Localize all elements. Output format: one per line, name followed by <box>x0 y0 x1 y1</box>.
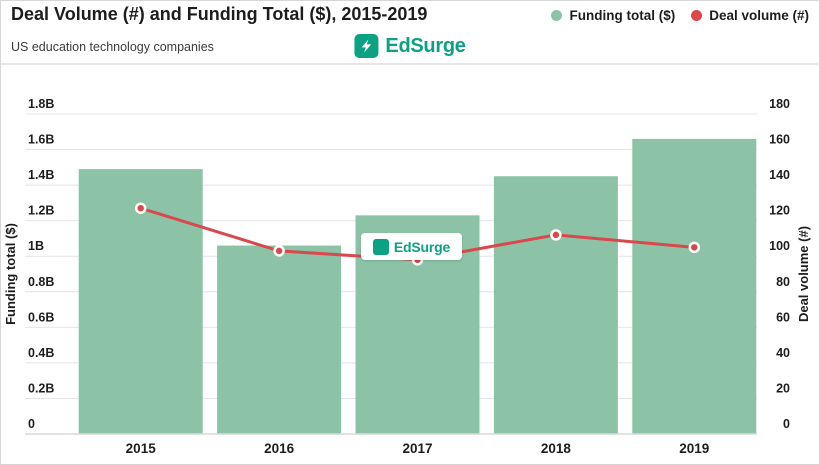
funding-bar-2019[interactable] <box>632 138 757 434</box>
right-axis-tick: 180 <box>769 97 790 111</box>
left-axis-tick: 0.2B <box>28 381 54 395</box>
chart-title: Deal Volume (#) and Funding Total ($), 2… <box>11 4 428 24</box>
deal-legend-dot-icon <box>691 10 703 21</box>
left-axis-tick: 0 <box>28 417 35 431</box>
funding-bar-2018[interactable] <box>493 176 618 434</box>
chart-subtitle: US education technology companies <box>11 40 214 54</box>
legend: Funding total ($) Deal volume (#) <box>551 8 809 23</box>
left-axis-tick: 1.6B <box>28 133 54 147</box>
left-axis-title: Funding total ($) <box>3 223 18 325</box>
edsurge-wordmark: EdSurge <box>385 34 466 57</box>
right-axis-tick: 100 <box>769 239 790 253</box>
edsurge-logo: EdSurge <box>354 34 466 58</box>
left-axis-tick: 1.4B <box>28 168 54 182</box>
chart-canvas: 1.8B 180 1.6B 160 1.4B 140 1.2B 120 1B 100 0.8B 80 0… <box>1 66 819 464</box>
deal-point-2019[interactable] <box>688 241 701 254</box>
deal-point-2016[interactable] <box>273 245 285 257</box>
edsurge-wordmark: EdSurge <box>393 238 451 255</box>
header-divider <box>1 63 819 65</box>
left-axis-tick: 1.2B <box>28 204 54 218</box>
legend-item-funding: Funding total ($) <box>551 8 675 23</box>
lightning-bolt-icon <box>363 233 389 255</box>
x-axis-label: 2019 <box>679 441 709 456</box>
legend-deals-label: Deal volume (#) <box>709 8 809 23</box>
funding-bar-2016[interactable] <box>217 245 342 434</box>
lightning-bolt-icon <box>354 34 379 58</box>
left-axis-tick: 0.4B <box>28 346 54 360</box>
right-axis-tick: 160 <box>769 133 790 147</box>
left-axis-tick: 1.8B <box>28 97 54 111</box>
x-axis-label: 2017 <box>402 441 432 456</box>
deal-point-2015[interactable] <box>134 202 147 214</box>
legend-item-deals: Deal volume (#) <box>691 8 809 23</box>
deal-point-2018[interactable] <box>550 229 562 241</box>
funding-legend-dot-icon <box>551 10 563 21</box>
x-axis-label: 2018 <box>541 441 572 456</box>
right-axis-tick: 0 <box>783 417 790 431</box>
right-axis-tick: 20 <box>776 381 790 395</box>
right-axis-tick: 120 <box>769 204 790 218</box>
right-axis-tick: 80 <box>776 275 790 289</box>
x-axis-label: 2016 <box>264 441 295 456</box>
combo-chart: 1.8B 180 1.6B 160 1.4B 140 1.2B 120 1B 100 0.8B 80 0… <box>3 97 811 456</box>
left-axis-tick: 0.8B <box>28 275 54 289</box>
left-axis-tick: 0.6B <box>28 310 54 324</box>
right-axis-tick: 60 <box>776 310 790 324</box>
right-axis-title: Deal volume (#) <box>796 226 811 322</box>
left-axis-tick: 1B <box>28 239 44 253</box>
edsurge-watermark: EdSurge <box>361 233 462 260</box>
x-axis-label: 2015 <box>126 441 157 456</box>
legend-funding-label: Funding total ($) <box>569 8 676 23</box>
right-axis-tick: 140 <box>769 168 790 182</box>
right-axis-tick: 40 <box>776 346 790 360</box>
